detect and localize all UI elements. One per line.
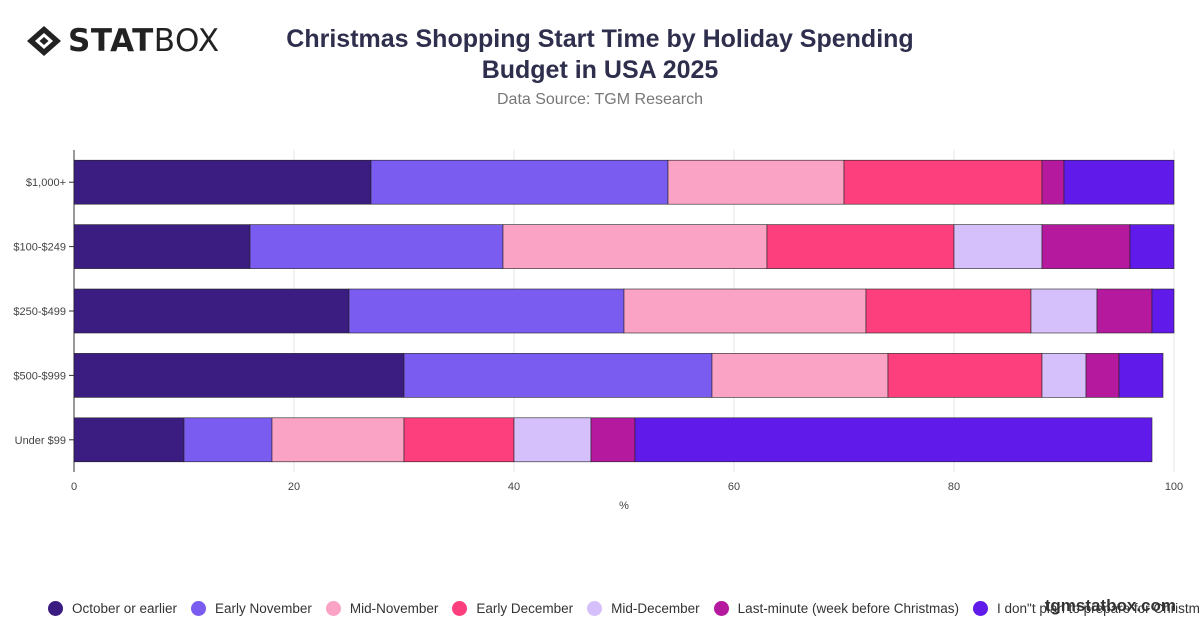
legend-swatch — [713, 601, 729, 616]
bar-segment — [1041, 224, 1131, 269]
x-tick-label: 40 — [508, 481, 520, 493]
legend-label: October or earlier — [72, 601, 178, 616]
y-tick-label: $250-$499 — [13, 306, 66, 318]
bar-segment — [1041, 353, 1087, 398]
legend-swatch — [973, 601, 988, 616]
bar-segment — [183, 417, 273, 463]
legend-item[interactable]: Last-minute (week before Christmas) — [713, 601, 959, 616]
bar-segment — [1118, 353, 1164, 398]
legend-label: I don"t plan to prepare for Christmas — [997, 601, 1200, 616]
bar-segment — [667, 159, 845, 205]
bar-segment — [634, 417, 1153, 463]
bar-segment — [1063, 159, 1175, 205]
chart-title: Christmas Shopping Start Time by Holiday… — [286, 25, 914, 84]
legend-item[interactable]: Early November — [191, 601, 312, 616]
statbox-logo-icon — [27, 26, 61, 56]
bar-segment — [348, 288, 625, 334]
bar-segment — [73, 353, 405, 398]
bar-segment — [953, 224, 1043, 269]
bar-segment — [590, 417, 636, 463]
chart-subtitle: Data Source: TGM Research — [496, 91, 703, 108]
x-tick-label: 20 — [288, 481, 300, 493]
y-tick-label: $100-$249 — [13, 242, 66, 254]
legend-swatch — [48, 601, 63, 616]
bar-segment — [623, 288, 867, 334]
bar-segment — [73, 159, 372, 205]
bar-segment — [403, 353, 713, 398]
bar-segment — [513, 417, 592, 463]
bar-segment — [73, 288, 350, 334]
legend-label: Mid-November — [349, 601, 439, 616]
legend-item[interactable]: October or earlier — [48, 601, 177, 616]
watermark: tgmstatbox.com — [1044, 596, 1176, 615]
legend-item[interactable]: I don"t plan to prepare for Christmas — [973, 601, 1200, 616]
legend-label: Early December — [476, 601, 574, 616]
bar-segment — [502, 224, 768, 269]
statbox-logo: STATBOX — [26, 24, 220, 58]
legend-label: Last-minute (week before Christmas) — [737, 601, 959, 616]
bar-segment — [403, 417, 515, 463]
legend-swatch — [587, 601, 603, 616]
y-tick-label: $1,000+ — [26, 177, 66, 189]
x-tick-label: 60 — [728, 481, 740, 493]
legend-item[interactable]: Mid-November — [325, 601, 439, 616]
legend-label: Mid-December — [611, 601, 700, 616]
logo-wordmark: STATBOX — [68, 24, 220, 58]
logo-light-text: BOX — [153, 23, 220, 59]
bar-segment — [73, 417, 185, 463]
bar-segment — [843, 159, 1043, 205]
bar-segment — [1030, 288, 1098, 334]
bar-segment — [73, 224, 251, 269]
y-tick-label: Under $99 — [15, 435, 66, 447]
bar-segment — [370, 159, 669, 205]
legend-swatch — [325, 601, 341, 616]
bar-segment — [1129, 224, 1175, 269]
bar-segment — [1085, 353, 1120, 398]
legend-swatch — [191, 601, 207, 616]
chart-legend: October or earlier Early November Mid-Nove… — [48, 601, 1200, 616]
x-tick-label: 100 — [1165, 481, 1183, 493]
legend-item[interactable]: Mid-December — [587, 601, 700, 616]
bar-segment — [271, 417, 405, 463]
bar-segment — [887, 353, 1043, 398]
legend-label: Early November — [215, 601, 312, 616]
logo-bold-text: STAT — [68, 23, 154, 59]
x-tick-label: 80 — [948, 481, 960, 493]
bar-segment — [1096, 288, 1153, 334]
bar-segment — [249, 224, 504, 269]
x-tick-label: 0 — [71, 481, 77, 493]
legend-swatch — [452, 601, 468, 616]
bar-segment — [1041, 159, 1065, 205]
bar-segment — [1151, 288, 1175, 334]
bar-segment — [766, 224, 955, 269]
bar-segment — [711, 353, 889, 398]
x-axis-label: % — [619, 500, 629, 512]
y-tick-label: $500-$999 — [13, 370, 66, 382]
bar-segment — [865, 288, 1032, 334]
legend-item[interactable]: Early December — [452, 601, 573, 616]
